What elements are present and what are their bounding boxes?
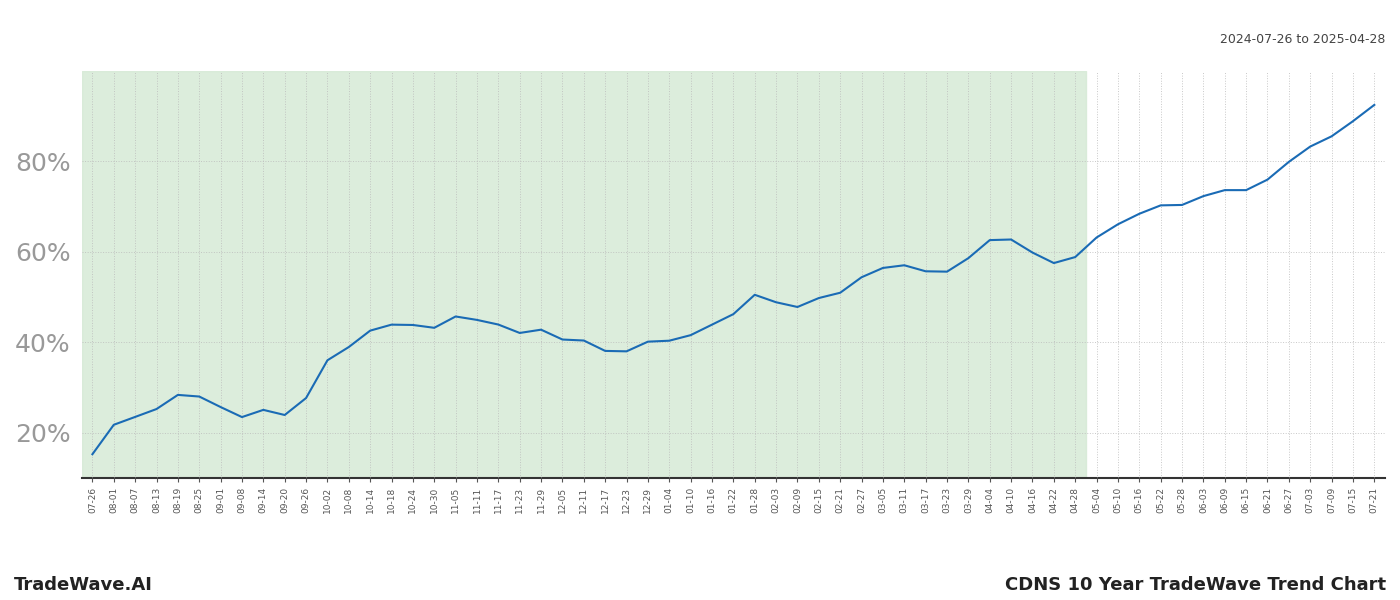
- Text: CDNS 10 Year TradeWave Trend Chart: CDNS 10 Year TradeWave Trend Chart: [1005, 576, 1386, 594]
- Text: TradeWave.AI: TradeWave.AI: [14, 576, 153, 594]
- Bar: [81, 71, 1086, 478]
- Text: 2024-07-26 to 2025-04-28: 2024-07-26 to 2025-04-28: [1219, 33, 1385, 46]
